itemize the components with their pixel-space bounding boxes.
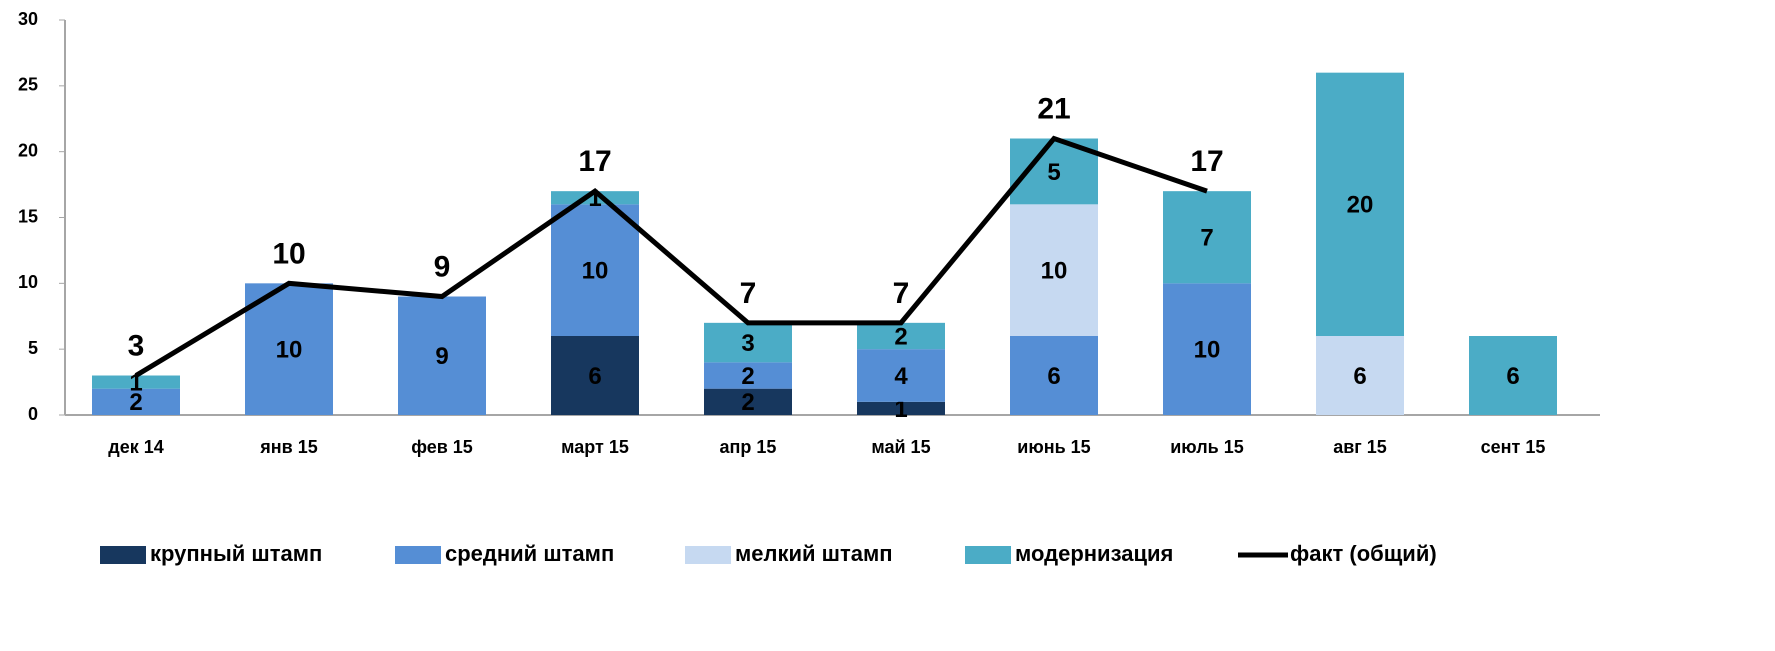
- bar-label: 5: [1047, 159, 1060, 186]
- bar-segment: [1010, 204, 1098, 336]
- bar-segment: [1163, 283, 1251, 415]
- line-label: 9: [434, 250, 451, 283]
- x-tick-label: июнь 15: [1017, 437, 1090, 457]
- bar-label: 2: [741, 363, 754, 390]
- bar-label: 7: [1200, 225, 1213, 252]
- bar-label: 4: [894, 363, 908, 390]
- line-label: 3: [128, 329, 145, 362]
- bar-label: 2: [129, 389, 142, 416]
- bar-segment: [398, 296, 486, 415]
- bar-label: 3: [741, 330, 754, 357]
- x-tick-label: апр 15: [720, 437, 777, 457]
- bar-label: 10: [1194, 337, 1221, 364]
- y-tick-label: 30: [18, 9, 38, 29]
- legend-label: средний штамп: [445, 541, 614, 566]
- bar-label: 6: [1506, 363, 1519, 390]
- bar-label: 1: [894, 396, 907, 423]
- x-tick-label: дек 14: [108, 437, 163, 457]
- bar-segment: [551, 336, 639, 415]
- bar-segment: [92, 375, 180, 389]
- x-tick-label: янв 15: [259, 437, 317, 457]
- x-tick-label: июль 15: [1170, 437, 1244, 457]
- bar-label: 10: [1041, 258, 1068, 285]
- legend-label: факт (общий): [1290, 541, 1437, 566]
- bar-label: 2: [741, 389, 754, 416]
- legend-swatch: [965, 546, 1011, 564]
- bar-segment: [704, 362, 792, 389]
- bar-label: 6: [1353, 363, 1366, 390]
- y-tick-label: 25: [18, 75, 38, 95]
- bar-segment: [551, 204, 639, 336]
- bar-segment: [704, 388, 792, 415]
- line-label: 17: [578, 145, 611, 178]
- bar-label: 10: [276, 337, 303, 364]
- line-label: 17: [1190, 145, 1223, 178]
- x-tick-label: май 15: [871, 437, 930, 457]
- line: [134, 135, 1208, 378]
- x-tick-label: март 15: [561, 437, 629, 457]
- x-tick-label: фев 15: [411, 437, 473, 457]
- bar-segment: [704, 322, 792, 363]
- bar-segment: [1010, 336, 1098, 415]
- line-label: 7: [740, 277, 757, 310]
- bar-segment: [1163, 191, 1251, 284]
- bar-label: 9: [435, 343, 448, 370]
- bar-segment: [857, 322, 945, 350]
- bar-segment: [1316, 336, 1404, 415]
- y-tick-label: 0: [28, 404, 38, 424]
- x-tick-label: сент 15: [1481, 437, 1546, 457]
- legend-label: модернизация: [1015, 541, 1173, 566]
- bar-segment: [1469, 336, 1557, 415]
- bar-segment: [1316, 72, 1404, 337]
- bar-segment: [245, 283, 333, 415]
- x-tick-label: авг 15: [1333, 437, 1387, 457]
- y-tick-label: 15: [18, 206, 38, 226]
- legend-label: мелкий штамп: [735, 541, 893, 566]
- legend-swatch: [395, 546, 441, 564]
- y-tick-label: 5: [28, 338, 38, 358]
- y-tick-label: 20: [18, 140, 38, 160]
- bar-segment: [92, 388, 180, 415]
- bar-label: 2: [894, 323, 907, 350]
- bar-label: 10: [582, 258, 609, 285]
- legend-swatch: [100, 546, 146, 564]
- line-label: 7: [893, 277, 910, 310]
- line-label: 21: [1037, 92, 1070, 125]
- bar-segment: [857, 349, 945, 402]
- legend-swatch: [685, 546, 731, 564]
- bar-label: 20: [1347, 192, 1374, 219]
- bar-label: 6: [1047, 363, 1060, 390]
- line-label: 10: [272, 237, 305, 270]
- bar-label: 6: [588, 363, 601, 390]
- y-tick-label: 10: [18, 272, 38, 292]
- legend-label: крупный штамп: [150, 541, 322, 566]
- bar-segment: [551, 191, 639, 205]
- bar-segment: [857, 401, 945, 415]
